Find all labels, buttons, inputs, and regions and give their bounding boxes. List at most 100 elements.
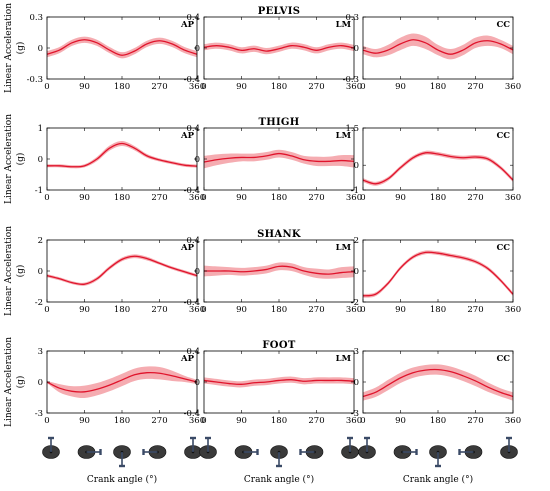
mean-line [362,39,514,55]
crank-icon-row [42,436,202,468]
crank-pedal [458,449,461,455]
x-tick-label: 360 [189,193,205,203]
mean-line [362,251,514,297]
crank-pedal [415,449,418,455]
x-tick-label: 90 [79,82,90,92]
direction-tag-ap: AP [180,20,195,30]
direction-tag-lm: LM [336,354,352,364]
x-tick-label: 270 [467,82,483,92]
sd-band [204,262,354,279]
y-tick-label: -2 [35,298,43,308]
bicycle-crank-icon [42,436,60,459]
x-tick-label: 90 [79,305,90,315]
x-tick-label: 270 [151,193,167,203]
y-tick-label: 0.4 [186,236,200,246]
direction-tag-lm: LM [336,131,352,141]
direction-tag-ap: AP [180,243,195,253]
bicycle-crank-icon [500,436,518,459]
direction-tag-lm: LM [336,20,352,30]
y-tick-label: 3 [38,347,43,357]
y-tick-label: 0 [38,155,43,165]
crank-pedal [364,436,370,440]
x-tick-label: 0 [44,193,49,203]
bicycle-crank-icon [142,445,167,459]
x-tick-label: 180 [271,193,287,203]
x-tick-label: 180 [430,193,446,203]
mean-line [203,379,355,385]
x-tick-label: 360 [505,82,521,92]
x-tick-label: 90 [236,305,247,315]
x-tick-label: 0 [44,82,49,92]
y-axis-unit: (g) [15,153,26,166]
bicycle-crank-icon [393,445,418,459]
mean-line [46,39,198,56]
mean-line [362,151,514,185]
bicycle-crank-icon [77,445,102,459]
bicycle-crank-icon [358,436,376,459]
x-tick-label: 180 [430,82,446,92]
y-tick-label: 0 [195,267,200,277]
y-tick-label: 0.4 [186,124,200,134]
crank-pedal [506,436,512,440]
y-tick-label: -0.4 [184,298,200,308]
x-tick-label: 0 [201,193,206,203]
crank-pedal [142,449,145,455]
plot-frame [46,127,198,191]
sd-band [363,33,513,60]
y-tick-label: -0.3 [343,75,359,85]
x-tick-label: 0 [360,416,365,426]
x-tick-label: 270 [151,416,167,426]
y-tick-label: -0.4 [184,409,200,419]
x-tick-label: 360 [505,416,521,426]
x-tick-label: 270 [308,193,324,203]
x-tick-label: 360 [505,305,521,315]
y-tick-label: 0 [354,161,359,171]
y-tick-label: 0.4 [186,347,200,357]
bicycle-crank-icon [429,445,447,468]
bicycle-crank-icon [113,445,131,468]
y-tick-label: -2 [351,298,359,308]
row-title-shank: SHANK [257,229,301,240]
x-axis-label: Crank angle (°) [403,474,473,485]
mean-line [46,142,198,168]
y-tick-label: -0.3 [27,75,43,85]
crank-pedal [48,436,54,440]
crank-pedal [205,436,211,440]
x-tick-label: 0 [44,305,49,315]
y-tick-label: 2 [38,236,43,246]
y-tick-label: 1.5 [345,124,359,134]
y-axis-unit: (g) [15,265,26,278]
x-tick-label: 180 [114,82,130,92]
x-tick-label: 360 [346,82,362,92]
x-tick-label: 0 [201,416,206,426]
sd-band [47,254,197,286]
mean-line [362,368,514,398]
x-tick-label: 0 [360,305,365,315]
y-axis-label-group: Linear Acceleration (g) [4,3,26,93]
x-tick-label: 0 [201,305,206,315]
y-axis-label-group: Linear Acceleration (g) [4,226,26,316]
x-tick-label: 270 [308,416,324,426]
sd-band [47,366,197,399]
crank-pedal [99,449,102,455]
crank-pedal [190,436,196,440]
mean-line [46,371,198,393]
x-tick-label: 0 [360,193,365,203]
direction-tag-ap: AP [180,354,195,364]
x-tick-label: 360 [189,82,205,92]
x-tick-label: 270 [308,305,324,315]
row-title-foot: FOOT [262,340,295,351]
y-tick-label: 0.3 [29,13,43,23]
crank-pedal [119,464,125,468]
y-tick-label: 0 [354,378,359,388]
bicycle-crank-icon [299,445,324,459]
y-tick-label: 0.4 [186,13,200,23]
